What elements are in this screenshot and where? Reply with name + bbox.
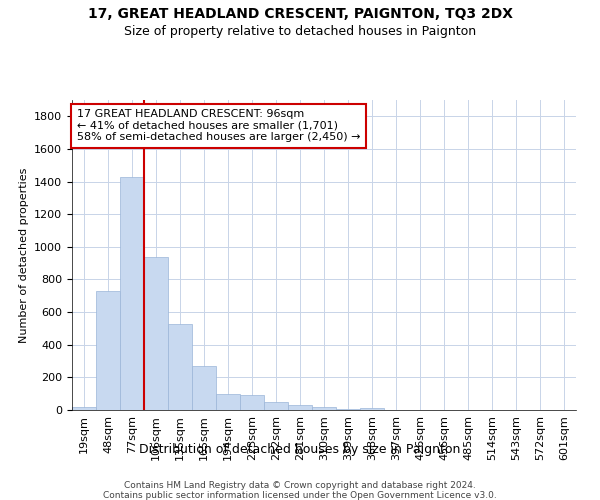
Text: Contains HM Land Registry data © Crown copyright and database right 2024.: Contains HM Land Registry data © Crown c… bbox=[124, 481, 476, 490]
Bar bbox=[72, 406, 96, 410]
Bar bbox=[168, 324, 192, 410]
Text: 17 GREAT HEADLAND CRESCENT: 96sqm
← 41% of detached houses are smaller (1,701)
5: 17 GREAT HEADLAND CRESCENT: 96sqm ← 41% … bbox=[77, 110, 361, 142]
Text: 17, GREAT HEADLAND CRESCENT, PAIGNTON, TQ3 2DX: 17, GREAT HEADLAND CRESCENT, PAIGNTON, T… bbox=[88, 8, 512, 22]
Bar bbox=[120, 176, 144, 410]
Bar bbox=[216, 394, 240, 410]
Bar bbox=[192, 366, 216, 410]
Bar bbox=[144, 258, 168, 410]
Text: Distribution of detached houses by size in Paignton: Distribution of detached houses by size … bbox=[139, 442, 461, 456]
Bar bbox=[240, 396, 264, 410]
Bar bbox=[360, 408, 384, 410]
Text: Contains public sector information licensed under the Open Government Licence v3: Contains public sector information licen… bbox=[103, 491, 497, 500]
Bar bbox=[96, 291, 120, 410]
Bar bbox=[312, 407, 336, 410]
Text: Size of property relative to detached houses in Paignton: Size of property relative to detached ho… bbox=[124, 25, 476, 38]
Y-axis label: Number of detached properties: Number of detached properties bbox=[19, 168, 29, 342]
Bar bbox=[264, 402, 288, 410]
Bar bbox=[288, 405, 312, 410]
